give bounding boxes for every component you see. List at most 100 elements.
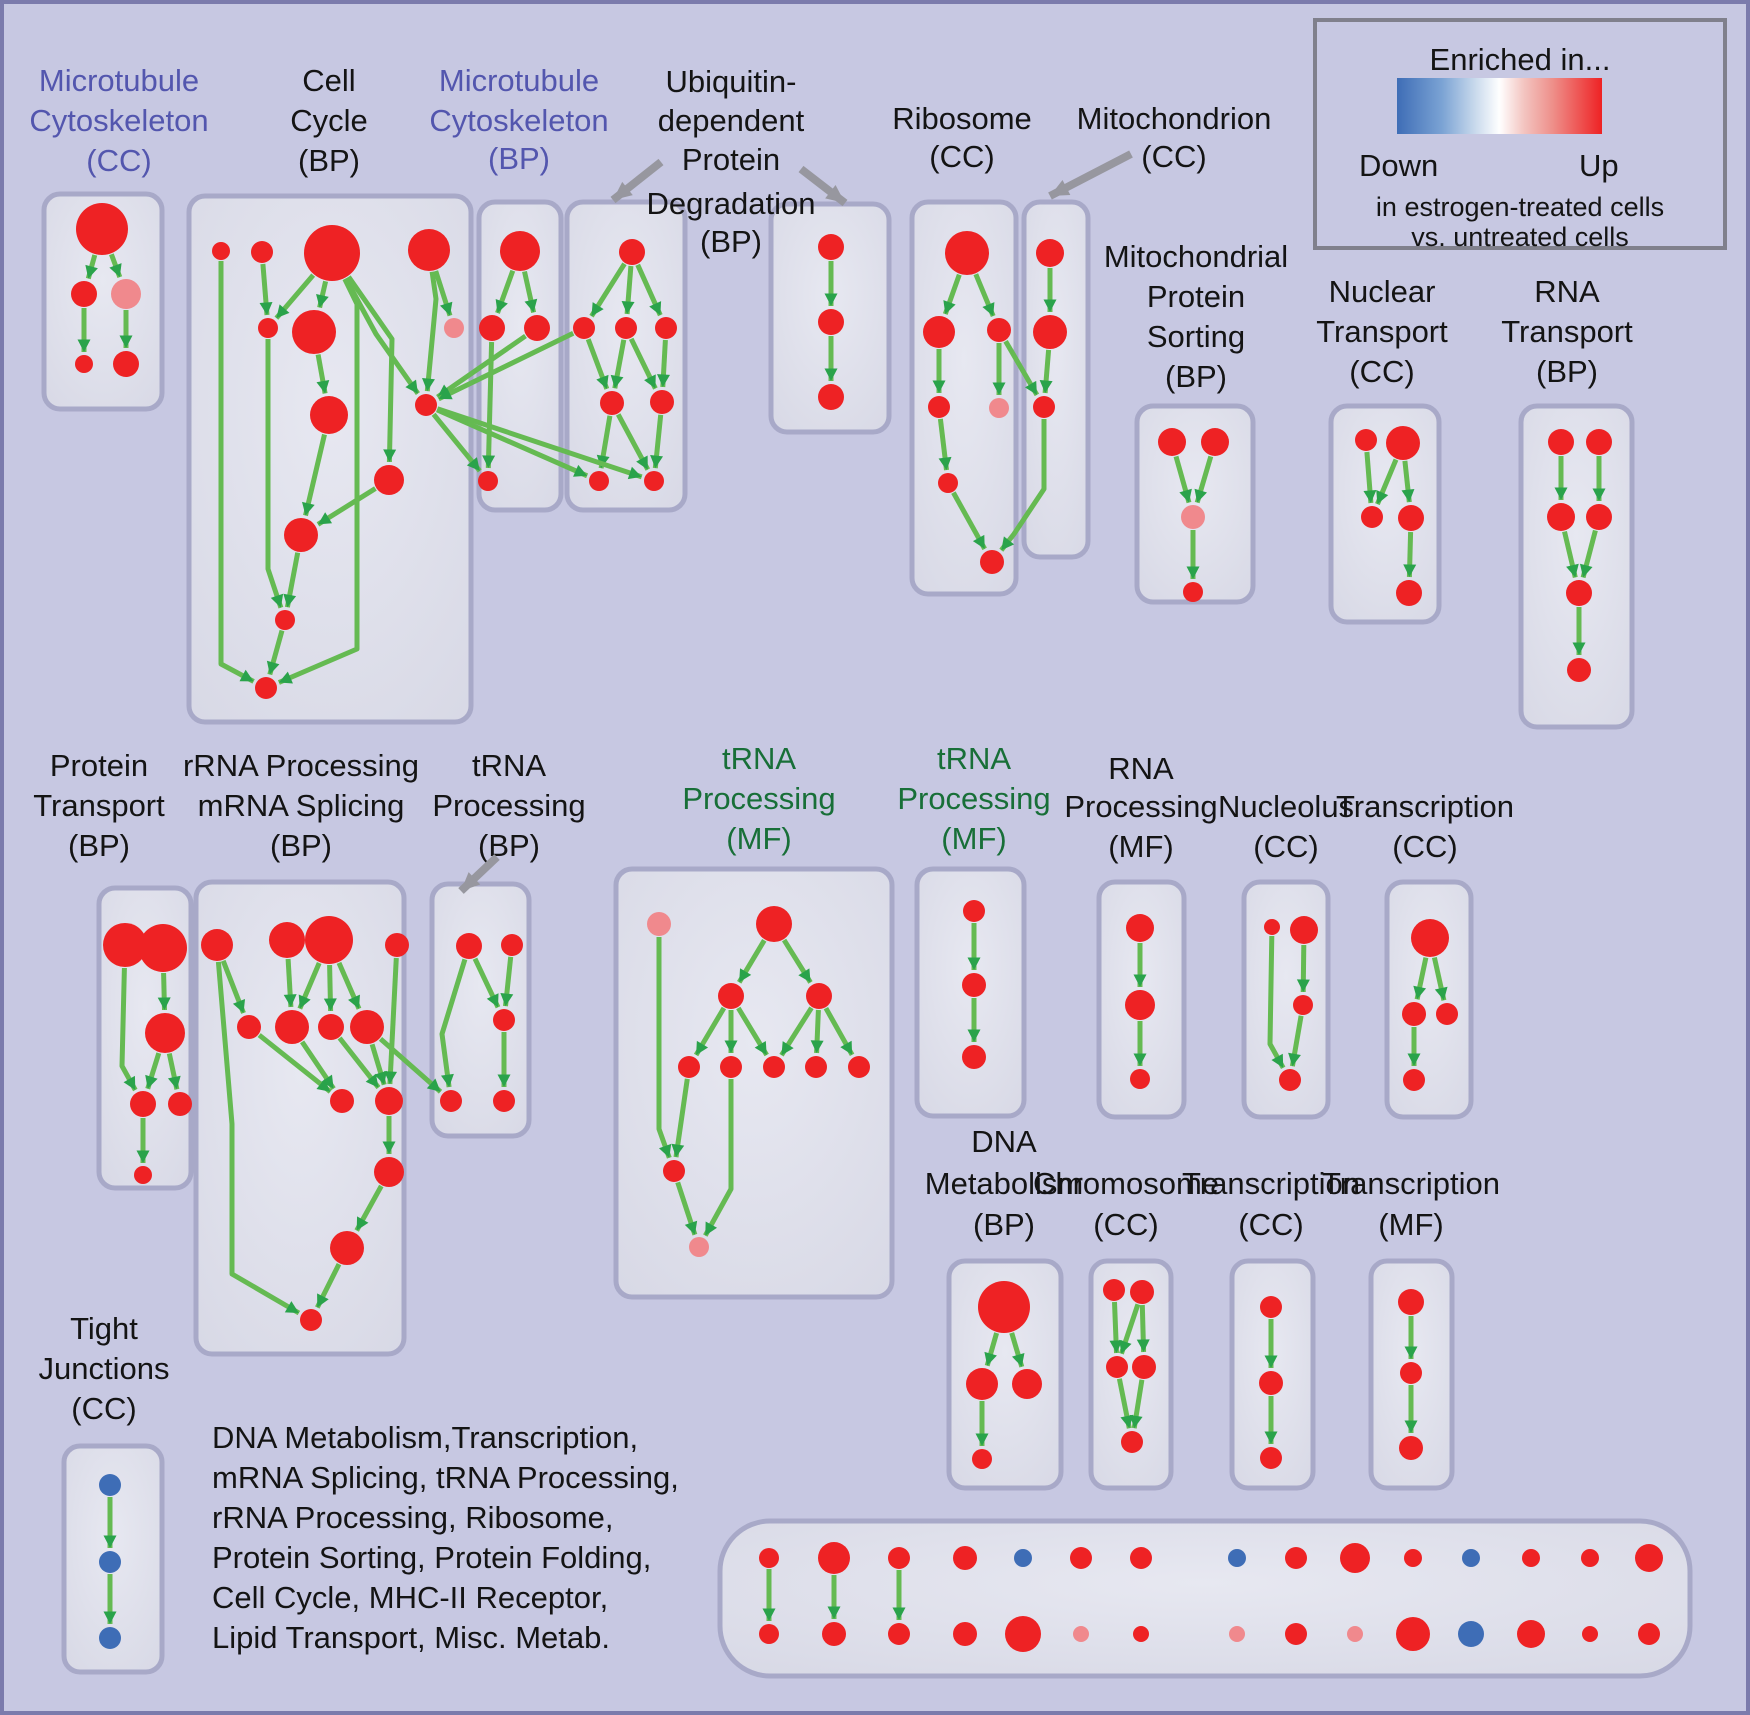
relation-edge	[522, 270, 538, 313]
annotation-arrow	[798, 165, 848, 207]
go-term-node	[1201, 428, 1229, 456]
cluster-label-chr: Chromosome	[1033, 1166, 1219, 1201]
legend-down-label: Down	[1359, 148, 1439, 183]
misc-text-line: Lipid Transport, Misc. Metab.	[212, 1620, 610, 1655]
cluster-box-ubi1	[564, 199, 688, 513]
cluster-label-chr: (CC)	[1093, 1207, 1158, 1242]
go-term-node	[806, 983, 832, 1009]
relation-edge	[810, 1009, 824, 1054]
go-term-node	[818, 1542, 850, 1574]
cluster-label-tmf2: Processing	[897, 781, 1050, 816]
go-term-node	[1635, 1544, 1663, 1572]
misc-text-line: Cell Cycle, MHC-II Receptor,	[212, 1580, 609, 1615]
go-term-node	[1581, 1549, 1599, 1567]
go-term-node	[440, 1090, 462, 1112]
relation-edge	[422, 271, 439, 392]
go-term-node	[145, 1013, 185, 1053]
relation-edge	[615, 413, 651, 471]
relation-edge	[315, 1262, 342, 1309]
go-term-node	[1260, 1296, 1282, 1318]
go-term-node	[374, 465, 404, 495]
go-term-node	[1404, 1549, 1422, 1567]
relation-edge	[495, 269, 516, 314]
relation-edge	[693, 1006, 727, 1057]
relation-edge	[85, 254, 98, 280]
go-term-node	[928, 396, 950, 418]
misc-text-line: DNA Metabolism,Transcription,	[212, 1420, 639, 1455]
relation-edge	[1116, 1378, 1134, 1429]
cluster-box-misc-overflow	[717, 1518, 1693, 1679]
cluster-label-nucl: Nucleolus	[1218, 789, 1354, 824]
cluster-label-tj: (CC)	[71, 1391, 136, 1426]
go-term-node	[888, 1547, 910, 1569]
relation-edge	[585, 338, 610, 390]
go-term-node	[1517, 1620, 1545, 1648]
go-term-node	[300, 1309, 322, 1331]
relation-edge	[274, 273, 316, 320]
go-term-node	[478, 471, 498, 491]
relation-edge	[621, 265, 635, 315]
go-term-node	[978, 1281, 1030, 1333]
go-term-node	[212, 242, 230, 260]
cluster-label-cc: Cycle	[290, 103, 368, 138]
go-term-node	[1103, 1279, 1125, 1301]
relation-edge	[166, 1052, 181, 1090]
relation-edge	[1003, 339, 1040, 397]
go-term-node	[415, 394, 437, 416]
relation-edge	[1579, 529, 1598, 579]
cluster-box-tmf1	[613, 866, 895, 1300]
go-term-node	[1582, 1626, 1598, 1642]
relation-edge	[781, 938, 813, 984]
go-term-node	[1411, 919, 1449, 957]
go-term-node	[258, 318, 278, 338]
go-term-node	[1548, 429, 1574, 455]
go-term-node	[385, 933, 409, 957]
relation-edge	[218, 261, 255, 684]
relation-edge	[369, 1043, 387, 1086]
relation-edge	[215, 961, 301, 1316]
relation-edge	[220, 959, 246, 1014]
cluster-label-mps: Protein	[1147, 279, 1245, 314]
relation-edge	[1194, 455, 1214, 504]
relation-edge	[336, 961, 362, 1010]
cluster-label-ubi1: (BP)	[700, 224, 762, 259]
go-term-node	[284, 518, 318, 552]
cluster-label-cc: (BP)	[298, 143, 360, 178]
go-term-node	[1347, 1626, 1363, 1642]
go-term-node	[663, 1160, 685, 1182]
go-term-node	[938, 473, 958, 493]
cluster-label-rr: (BP)	[270, 828, 332, 863]
go-term-node	[600, 391, 624, 415]
relation-edge	[316, 486, 377, 527]
go-term-node	[966, 1368, 998, 1400]
relation-edge	[671, 1078, 690, 1158]
cluster-label-mito: Mitochondrion	[1077, 101, 1272, 136]
cluster-label-pt: Protein	[50, 748, 148, 783]
cluster-label-trbp: (BP)	[478, 828, 540, 863]
cluster-label-rib: Ribosome	[892, 101, 1032, 136]
cluster-label-rt: (BP)	[1536, 354, 1598, 389]
go-term-node	[1285, 1547, 1307, 1569]
go-term-node	[444, 318, 464, 338]
go-term-node	[1130, 1280, 1154, 1304]
go-term-node	[76, 203, 128, 255]
cluster-label-trbp: Processing	[432, 788, 585, 823]
misc-categories-text: DNA Metabolism,Transcription, mRNA Splic…	[212, 1418, 679, 1658]
cluster-label-dna: (BP)	[973, 1207, 1035, 1242]
cluster-label-tmf1: tRNA	[722, 741, 796, 776]
cluster-label-tcc2: (CC)	[1392, 829, 1457, 864]
relation-edge	[436, 333, 527, 400]
relation-edge	[472, 957, 501, 1009]
go-term-node	[987, 318, 1011, 342]
go-term-node	[304, 225, 360, 281]
cluster-label-tj: Junctions	[39, 1351, 170, 1386]
go-term-node	[963, 900, 985, 922]
go-term-node	[1259, 1371, 1283, 1395]
go-term-node	[1547, 503, 1575, 531]
relation-edge	[436, 406, 643, 480]
go-term-node	[168, 1092, 192, 1116]
relation-edge	[297, 962, 322, 1010]
go-term-node	[292, 310, 336, 354]
relation-edge	[1119, 1303, 1141, 1355]
